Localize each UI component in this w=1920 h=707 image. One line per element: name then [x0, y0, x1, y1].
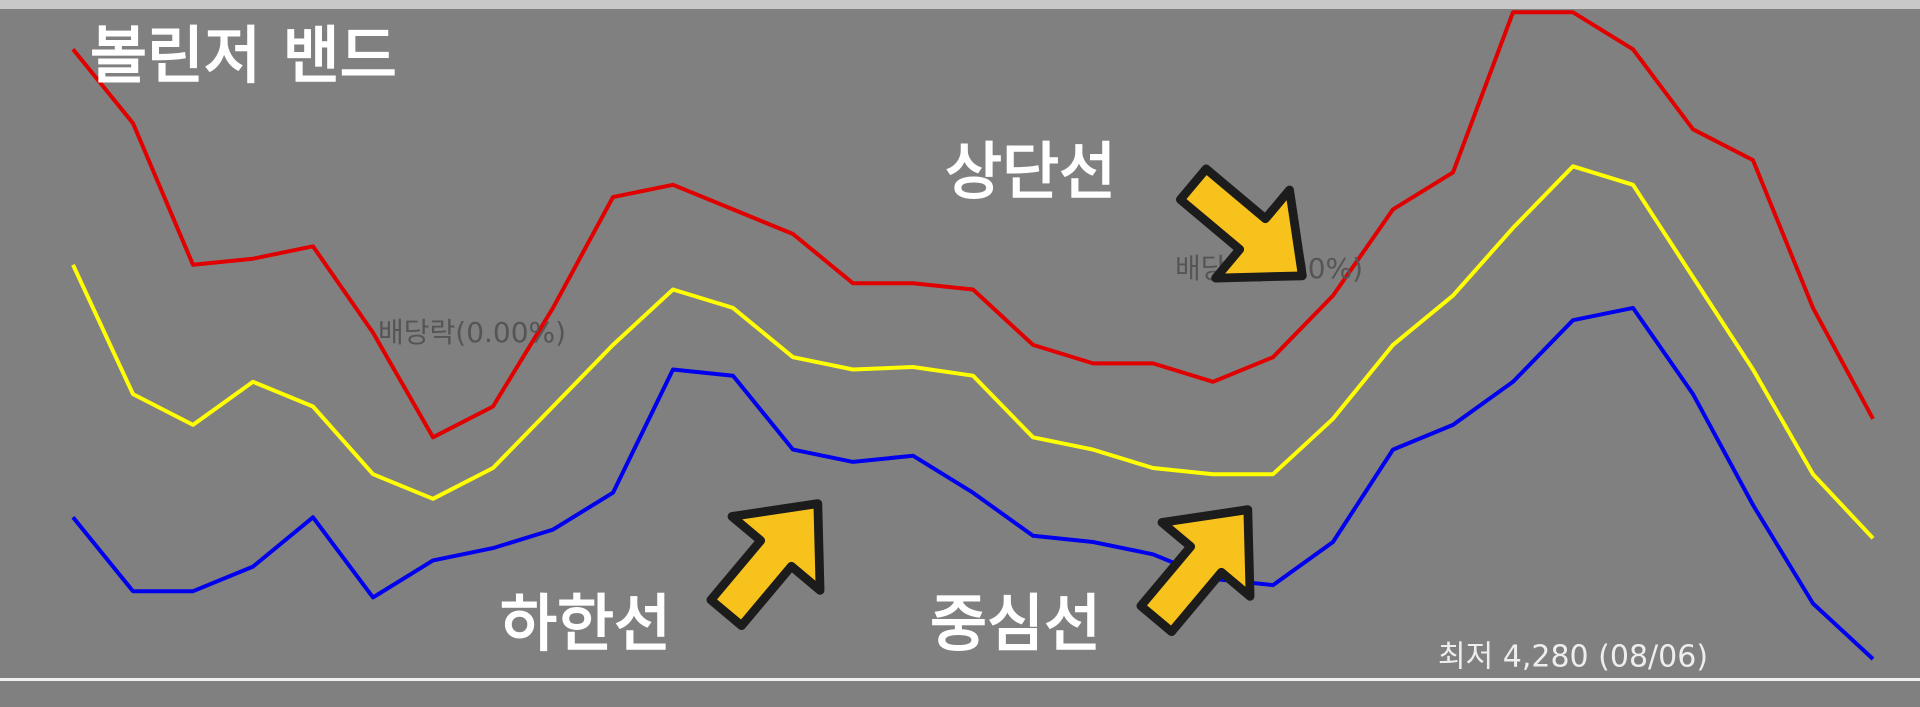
- series-line: [71, 305, 1875, 661]
- series-label: 중심선: [930, 587, 1101, 660]
- arrow: [1175, 164, 1307, 283]
- series-line: [71, 10, 1875, 440]
- series-line: [71, 164, 1875, 540]
- annotation: 최저 4,280 (08/06): [1438, 640, 1708, 675]
- bottom-border: [0, 678, 1920, 681]
- plot: [71, 10, 1875, 661]
- top-border: [0, 0, 1920, 9]
- series-label: 상단선: [945, 135, 1116, 208]
- arrow: [1136, 505, 1255, 637]
- chart-title: 볼린저 밴드: [90, 19, 397, 92]
- arrow: [706, 499, 825, 631]
- annotation: 배당락(0.00%): [378, 316, 566, 349]
- series-label: 하한선: [500, 587, 671, 660]
